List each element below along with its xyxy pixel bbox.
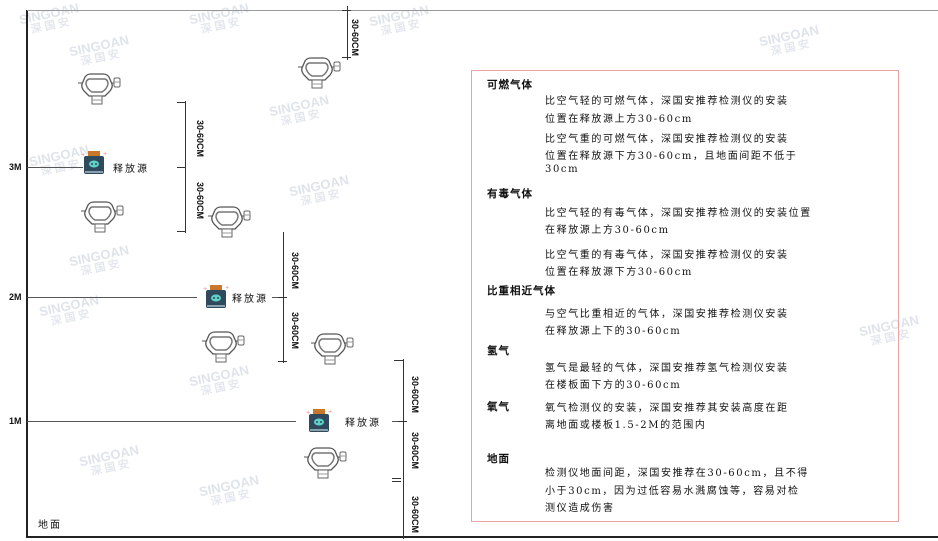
watermark: SINGOAN 深国安 bbox=[197, 471, 261, 509]
dimension-line bbox=[347, 6, 348, 60]
ground-line bbox=[27, 536, 938, 538]
note-text: 位置在释放源上方30-60cm bbox=[545, 114, 693, 125]
level-1m-label: 1M bbox=[9, 416, 22, 426]
similar-heading: 比重相近气体 bbox=[487, 285, 556, 297]
note-text: 在楼板面下方的30-60cm bbox=[545, 380, 682, 391]
note-text: 30cm bbox=[545, 164, 580, 175]
dimension-label: 30-60CM bbox=[290, 312, 300, 350]
dimension-tick bbox=[177, 102, 186, 103]
dimension-label: 30-60CM bbox=[410, 496, 420, 534]
note-text: 在释放源上下的30-60cm bbox=[545, 326, 682, 337]
dimension-tick bbox=[398, 421, 407, 422]
dimension-label: 30-60CM bbox=[350, 19, 360, 57]
level-3m-line bbox=[27, 167, 83, 168]
wall-line bbox=[26, 10, 28, 538]
note-text: 氧气检测仪的安装，深国安推荐其安装高度在距 bbox=[545, 403, 789, 414]
level-2m-label: 2M bbox=[9, 292, 22, 302]
gas-detector-icon bbox=[303, 447, 347, 479]
note-text: 位置在释放源下方30-60cm，且地面间距不低于 bbox=[545, 151, 798, 162]
watermark: SINGOAN 深国安 bbox=[757, 21, 821, 59]
release-source-label: 释放源 bbox=[113, 164, 149, 175]
dimension-tick bbox=[392, 481, 401, 482]
flammable-heading: 可燃气体 bbox=[487, 79, 533, 91]
note-text: 比空气重的有毒气体，深国安推荐检测仪的安装 bbox=[545, 250, 789, 261]
gas-detector-icon bbox=[297, 57, 341, 89]
watermark: SINGOAN 深国安 bbox=[67, 241, 131, 279]
note-text: 离地面或楼板1.5-2M的范围内 bbox=[545, 420, 707, 431]
level-2m-line bbox=[27, 297, 197, 298]
note-text: 在释放源上方30-60cm bbox=[545, 225, 670, 236]
gas-detector-icon bbox=[201, 331, 245, 363]
toxic-heading: 有毒气体 bbox=[487, 188, 533, 200]
release-source-label: 释放源 bbox=[232, 294, 268, 305]
dimension-tick bbox=[278, 297, 287, 298]
dimension-label: 30-60CM bbox=[195, 120, 205, 158]
release-source-icon bbox=[81, 150, 107, 176]
watermark: SINGOAN 深国安 bbox=[187, 0, 251, 37]
watermark: SINGOAN 深国安 bbox=[287, 171, 351, 209]
release-source-label: 释放源 bbox=[345, 418, 381, 429]
release-source-icon bbox=[306, 408, 332, 434]
dimension-tick bbox=[392, 478, 401, 479]
note-text: 比空气轻的有毒气体，深国安推荐检测仪的安装位置 bbox=[545, 208, 812, 219]
release-source-icon bbox=[203, 284, 229, 310]
note-text: 检测仪地面间距，深国安推荐在30-60cm，且不得 bbox=[545, 468, 809, 479]
dimension-tick bbox=[177, 167, 186, 168]
dimension-label: 30-60CM bbox=[410, 432, 420, 470]
ground-heading: 地面 bbox=[487, 453, 510, 465]
ceiling-line bbox=[27, 10, 938, 11]
level-1m-line bbox=[27, 421, 296, 422]
ground-label: 地面 bbox=[38, 520, 62, 531]
dimension-tick bbox=[177, 231, 186, 232]
dimension-tick bbox=[342, 57, 351, 58]
watermark: SINGOAN 深国安 bbox=[67, 31, 131, 69]
dimension-label: 30-60CM bbox=[410, 376, 420, 414]
note-text: 位置在释放源下方30-60cm bbox=[545, 267, 693, 278]
dimension-line bbox=[403, 359, 404, 539]
dimension-label: 30-60CM bbox=[195, 182, 205, 220]
watermark: SINGOAN 深国安 bbox=[187, 361, 251, 399]
gas-detector-icon bbox=[80, 201, 124, 233]
gas-detector-icon bbox=[77, 73, 121, 105]
notes-panel bbox=[471, 70, 899, 522]
level-3m-label: 3M bbox=[9, 162, 22, 172]
dimension-tick bbox=[342, 10, 351, 11]
watermark: SINGOAN 深国安 bbox=[267, 91, 331, 129]
note-text: 小于30cm，因为过低容易水溅腐蚀等，容易对检 bbox=[545, 486, 800, 497]
oxygen-heading: 氧气 bbox=[487, 401, 510, 413]
dimension-tick bbox=[394, 360, 403, 361]
note-text: 测仪造成伤害 bbox=[545, 503, 615, 514]
note-text: 与空气比重相近的气体，深国安推荐检测仪安装 bbox=[545, 309, 789, 320]
dimension-label: 30-60CM bbox=[290, 252, 300, 290]
note-text: 比空气轻的可燃气体，深国安推荐检测仪的安装 bbox=[545, 96, 789, 107]
hydrogen-heading: 氢气 bbox=[487, 345, 510, 357]
dimension-tick bbox=[278, 361, 287, 362]
note-text: 比空气重的可燃气体，深国安推荐检测仪的安装 bbox=[545, 134, 789, 145]
note-text: 氢气是最轻的气体，深国安推荐氢气检测仪安装 bbox=[545, 363, 789, 374]
watermark: SINGOAN 深国安 bbox=[37, 291, 101, 329]
gas-detector-icon bbox=[310, 333, 354, 365]
watermark: SINGOAN 深国安 bbox=[77, 441, 141, 479]
gas-detector-icon bbox=[207, 206, 251, 238]
